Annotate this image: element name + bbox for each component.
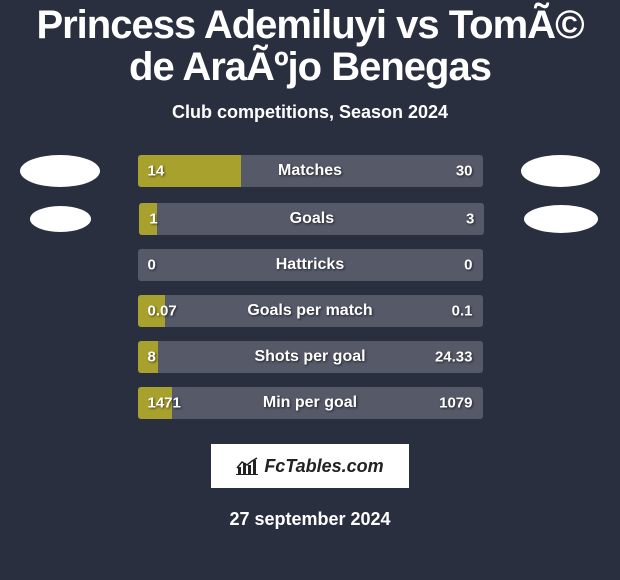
- stat-label: Matches: [138, 162, 483, 180]
- branding-text: FcTables.com: [264, 456, 383, 477]
- stat-row: 0.070.1Goals per match: [0, 295, 620, 327]
- right-player-avatar: [522, 203, 600, 235]
- stat-bar: 00Hattricks: [138, 249, 483, 281]
- branding-badge: FcTables.com: [210, 443, 410, 489]
- stat-bar: 824.33Shots per goal: [138, 341, 483, 373]
- chart-icon: [236, 457, 258, 475]
- stat-row: 14711079Min per goal: [0, 387, 620, 419]
- avatar-spacer: [16, 311, 120, 312]
- stat-bar: 14711079Min per goal: [138, 387, 483, 419]
- stat-row: 00Hattricks: [0, 249, 620, 281]
- stat-bar: 1430Matches: [138, 155, 483, 187]
- stat-row: 1430Matches: [0, 153, 620, 189]
- right-player-avatar: [519, 153, 603, 189]
- stat-row: 13Goals: [0, 203, 620, 235]
- comparison-infographic: Princess Ademiluyi vs TomÃ© de AraÃºjo B…: [0, 0, 620, 580]
- left-player-avatar: [28, 204, 93, 234]
- subtitle: Club competitions, Season 2024: [0, 102, 620, 123]
- avatar-spacer: [501, 357, 605, 358]
- stat-label: Hattricks: [138, 256, 483, 274]
- stat-bar: 0.070.1Goals per match: [138, 295, 483, 327]
- avatar-spacer: [16, 403, 120, 404]
- avatar-spacer: [16, 265, 120, 266]
- stat-label: Shots per goal: [138, 348, 483, 366]
- stat-label: Goals: [139, 210, 484, 228]
- avatar-spacer: [111, 219, 121, 220]
- avatar-spacer: [501, 311, 605, 312]
- avatar-spacer: [502, 219, 504, 220]
- avatar-spacer: [501, 265, 605, 266]
- stat-bar: 13Goals: [139, 203, 484, 235]
- date-caption: 27 september 2024: [0, 509, 620, 530]
- stat-rows: 1430Matches 13Goals 00Hattricks 0.070.1Goal…: [0, 153, 620, 419]
- page-title: Princess Ademiluyi vs TomÃ© de AraÃºjo B…: [0, 4, 620, 88]
- avatar-spacer: [16, 357, 120, 358]
- avatar-spacer: [0, 219, 10, 220]
- stat-label: Goals per match: [138, 302, 483, 320]
- left-player-avatar: [18, 153, 102, 189]
- stat-row: 824.33Shots per goal: [0, 341, 620, 373]
- avatar-spacer: [501, 403, 605, 404]
- stat-label: Min per goal: [138, 394, 483, 412]
